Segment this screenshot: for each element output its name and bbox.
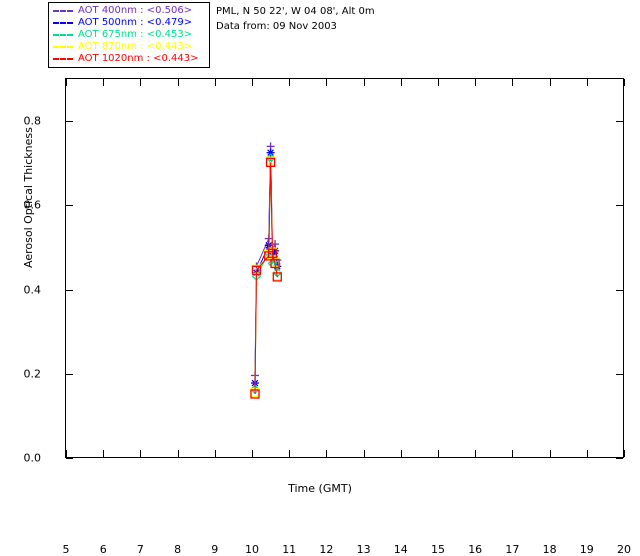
header-date: Data from: 09 Nov 2003 (216, 21, 337, 32)
plot-area (66, 79, 625, 459)
x-tick-top (252, 79, 253, 86)
x-tick-label: 11 (282, 543, 297, 556)
legend-item-aot-870nm: AOT 870nm : <0.443> (53, 41, 206, 53)
x-tick-label: 8 (174, 543, 182, 556)
x-tick-label: 17 (505, 543, 520, 556)
y-tick-left (66, 121, 73, 123)
legend-item-label: AOT 675nm : <0.453> (78, 29, 193, 40)
x-tick-top (66, 79, 67, 86)
x-tick-top (400, 79, 402, 86)
x-tick-top (586, 79, 588, 86)
x-tick-bottom (66, 450, 67, 457)
x-tick-bottom (512, 450, 514, 457)
x-tick-bottom (549, 450, 551, 457)
x-tick-label: 19 (579, 543, 594, 556)
y-tick-label: 0.4 (23, 283, 42, 297)
y-tick-right (616, 458, 623, 459)
x-tick-label: 5 (62, 543, 70, 556)
x-tick-bottom (586, 450, 588, 457)
y-tick-label: 0.8 (23, 114, 42, 128)
x-tick-bottom (624, 450, 625, 457)
y-tick-right (616, 121, 623, 123)
x-tick-top (438, 79, 439, 86)
x-tick-label: 7 (136, 543, 144, 556)
legend-item-aot-675nm: AOT 675nm : <0.453> (53, 29, 206, 41)
y-axis-title: Aerosol Optical Thickness (22, 127, 35, 268)
x-tick-bottom (400, 450, 402, 457)
x-axis-title: Time (GMT) (288, 482, 352, 495)
header-location: PML, N 50 22', W 04 08', Alt 0m (216, 6, 375, 17)
y-tick-right (616, 289, 623, 291)
legend-item-aot-500nm: AOT 500nm : <0.479> (53, 17, 206, 29)
x-tick-label: 16 (468, 543, 483, 556)
x-tick-label: 20 (617, 543, 631, 556)
y-tick-label: 0.0 (23, 451, 42, 465)
y-tick-left (66, 458, 73, 459)
x-tick-label: 14 (393, 543, 408, 556)
x-tick-top (214, 79, 216, 86)
x-tick-bottom (438, 450, 439, 457)
x-tick-top (363, 79, 365, 86)
x-tick-top (624, 79, 625, 86)
x-tick-bottom (475, 450, 477, 457)
plot-frame: 5 6 7 8 9 10 11 12 13 14 15 16 17 18 19 20 0.0 0.2 0.4 0.6 0… (24, 78, 631, 556)
legend-item-label: AOT 500nm : <0.479> (78, 17, 193, 28)
x-tick-bottom (177, 450, 179, 457)
y-tick-left (66, 289, 73, 291)
legend-box: AOT 400nm : <0.506> AOT 500nm : <0.479> AO… (48, 2, 210, 68)
x-tick-label: 10 (245, 543, 259, 556)
x-tick-top (289, 79, 291, 86)
y-tick-right (616, 205, 623, 207)
chart-page: AOT 400nm : <0.506> AOT 500nm : <0.479> AO… (22, 2, 631, 556)
y-tick-left (66, 205, 73, 207)
y-tick-left (66, 373, 73, 375)
x-tick-top (475, 79, 477, 86)
y-tick-label: 0.2 (23, 367, 42, 381)
legend-item-label: AOT 400nm : <0.506> (78, 5, 193, 16)
legend-item-aot-1020nm: AOT 1020nm : <0.443> (53, 53, 206, 65)
y-tick-label: 0.6 (23, 198, 42, 212)
legend-item-aot-400nm: AOT 400nm : <0.506> (53, 5, 206, 17)
legend-line-swatch-icon (53, 10, 73, 12)
legend-line-swatch-icon (53, 34, 73, 36)
series-line (254, 161, 278, 393)
x-tick-top (103, 79, 105, 86)
series-aot-1020nm (250, 157, 282, 399)
x-tick-top (326, 79, 328, 86)
y-tick-right (616, 373, 623, 375)
x-tick-bottom (214, 450, 216, 457)
plot-header: PML, N 50 22', W 04 08', Alt 0m Data fro… (216, 4, 375, 34)
x-tick-label: 9 (211, 543, 219, 556)
x-tick-bottom (140, 450, 142, 457)
legend-item-label: AOT 1020nm : <0.443> (78, 53, 199, 64)
x-tick-top (140, 79, 142, 86)
x-tick-label: 6 (99, 543, 107, 556)
x-tick-bottom (289, 450, 291, 457)
x-tick-bottom (252, 450, 253, 457)
legend-line-swatch-icon (53, 58, 73, 60)
x-tick-label: 13 (356, 543, 371, 556)
x-tick-label: 12 (319, 543, 334, 556)
legend-line-swatch-icon (53, 46, 73, 48)
x-tick-top (549, 79, 551, 86)
x-tick-bottom (363, 450, 365, 457)
x-tick-label: 15 (431, 543, 445, 556)
series-layer (250, 142, 283, 399)
x-tick-top (177, 79, 179, 86)
x-tick-label: 18 (542, 543, 557, 556)
x-tick-bottom (326, 450, 328, 457)
legend-line-swatch-icon (53, 22, 73, 24)
series-line (254, 162, 278, 394)
legend-item-label: AOT 870nm : <0.443> (78, 41, 193, 52)
x-tick-bottom (103, 450, 105, 457)
x-tick-top (512, 79, 514, 86)
